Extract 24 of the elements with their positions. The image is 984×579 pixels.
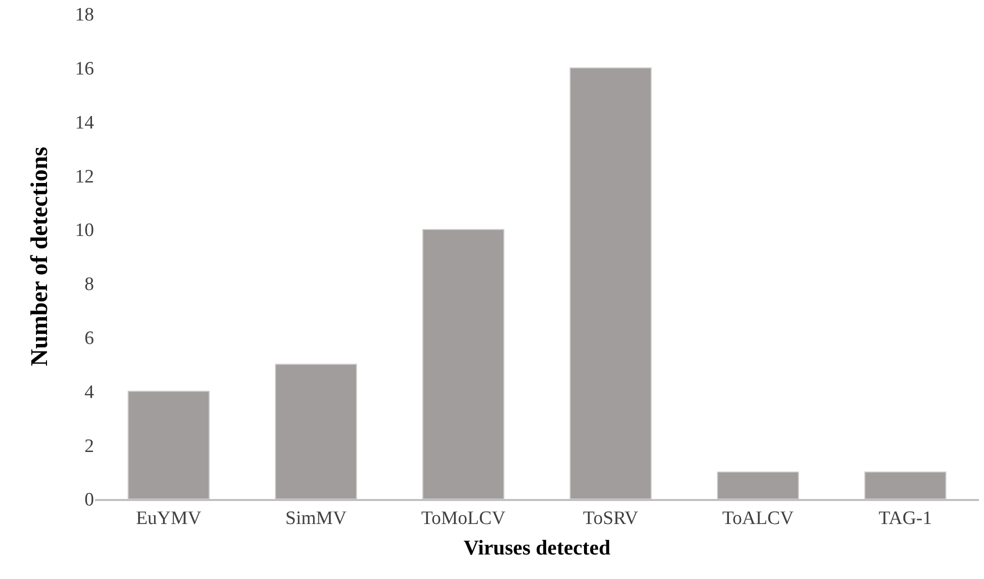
x-tick-label: ToMoLCV [421, 508, 506, 529]
y-tick-label: 4 [84, 382, 94, 403]
bar [570, 67, 652, 499]
y-tick-label: 12 [75, 166, 94, 188]
bar [422, 229, 504, 499]
bar [716, 472, 800, 499]
bar [274, 364, 358, 499]
x-axis-title: Viruses detected [464, 536, 611, 560]
x-tick-label: ToSRV [583, 508, 639, 529]
y-tick-label: 2 [84, 436, 94, 457]
x-tick-label: EuYMV [136, 508, 202, 529]
y-tick-label: 14 [75, 112, 94, 134]
y-axis-title: Number of detections [27, 146, 54, 366]
bar [128, 390, 210, 499]
x-tick-label: SimMV [285, 508, 347, 529]
bar [864, 472, 946, 499]
y-tick-label: 10 [75, 220, 94, 242]
y-tick-label: 0 [84, 490, 94, 511]
y-tick-label: 18 [75, 4, 94, 26]
y-tick-label: 16 [75, 58, 94, 80]
x-tick-label: ToALCV [722, 508, 794, 529]
x-tick-label: TAG-1 [878, 508, 932, 529]
y-tick-label: 6 [84, 328, 94, 349]
y-tick-label: 8 [84, 274, 94, 296]
